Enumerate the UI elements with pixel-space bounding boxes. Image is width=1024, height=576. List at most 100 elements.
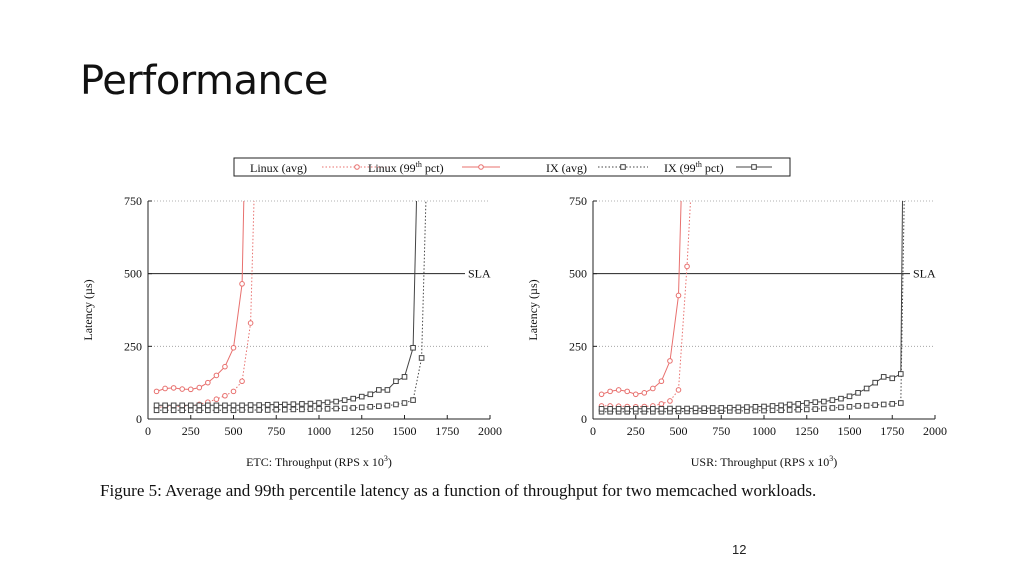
data-point bbox=[170, 402, 177, 409]
data-point bbox=[667, 398, 673, 404]
data-point bbox=[222, 407, 228, 414]
data-point bbox=[358, 393, 365, 400]
data-point bbox=[684, 263, 690, 270]
data-point bbox=[761, 403, 767, 410]
data-point bbox=[598, 391, 605, 398]
data-point bbox=[692, 405, 699, 412]
y-tick-label: 250 bbox=[569, 339, 587, 353]
x-tick-label: 1500 bbox=[838, 424, 862, 438]
series-ix-99th-pct bbox=[153, 201, 417, 409]
data-point bbox=[624, 406, 631, 412]
data-point bbox=[179, 386, 185, 392]
data-point bbox=[401, 374, 408, 380]
data-point bbox=[898, 400, 904, 406]
data-point bbox=[615, 387, 622, 393]
series-line bbox=[601, 201, 905, 413]
x-tick-label: 2000 bbox=[478, 424, 502, 438]
data-point bbox=[855, 390, 861, 396]
data-point bbox=[846, 393, 853, 400]
legend-label: IX (99th pct) bbox=[664, 160, 724, 175]
data-point bbox=[239, 281, 245, 287]
data-point bbox=[410, 344, 416, 351]
x-tick-label: 500 bbox=[670, 424, 688, 438]
chart-usr: 0 250 500 750 0 250 500 750 1000 1250 1500 1750 2000… bbox=[526, 194, 947, 469]
y-tick-label: 500 bbox=[124, 267, 142, 281]
data-point bbox=[384, 387, 391, 393]
x-tick-label: 750 bbox=[267, 424, 285, 438]
data-point bbox=[872, 379, 878, 386]
data-point bbox=[889, 375, 896, 382]
data-point bbox=[863, 385, 870, 392]
series-line bbox=[156, 201, 427, 411]
data-point bbox=[795, 406, 802, 413]
data-point bbox=[239, 378, 245, 385]
data-point bbox=[230, 344, 237, 351]
data-point bbox=[838, 395, 844, 402]
data-point bbox=[299, 401, 305, 407]
data-point bbox=[821, 405, 827, 412]
y-axis-label: Latency (µs) bbox=[526, 279, 540, 340]
data-point bbox=[307, 400, 314, 407]
x-tick-label: 500 bbox=[225, 424, 243, 438]
data-point bbox=[307, 406, 314, 412]
x-tick-label: 0 bbox=[145, 424, 151, 438]
data-point bbox=[401, 400, 408, 406]
data-point bbox=[264, 407, 271, 413]
data-point bbox=[641, 390, 648, 396]
data-point bbox=[247, 407, 254, 413]
legend-marker bbox=[354, 164, 360, 170]
data-point bbox=[675, 292, 682, 299]
data-point bbox=[838, 404, 844, 411]
data-point bbox=[410, 397, 416, 403]
data-point bbox=[684, 405, 690, 412]
legend-label: Linux (99th pct) bbox=[368, 160, 444, 175]
data-point bbox=[795, 401, 802, 407]
data-point bbox=[598, 406, 605, 412]
data-point bbox=[162, 407, 168, 414]
legend-marker bbox=[751, 164, 757, 170]
data-point bbox=[299, 406, 305, 413]
data-point bbox=[607, 406, 613, 412]
data-point bbox=[632, 391, 639, 398]
data-point bbox=[675, 405, 682, 412]
data-point bbox=[829, 397, 836, 403]
data-point bbox=[350, 395, 356, 402]
data-point bbox=[744, 404, 750, 410]
y-tick-label: 0 bbox=[136, 412, 142, 426]
data-point bbox=[607, 388, 613, 395]
data-point bbox=[162, 402, 168, 409]
data-point bbox=[658, 406, 665, 412]
data-point bbox=[727, 404, 733, 411]
legend-marker bbox=[478, 164, 484, 170]
data-point bbox=[230, 402, 237, 409]
data-point bbox=[273, 401, 280, 408]
data-point bbox=[196, 402, 203, 409]
data-point bbox=[658, 378, 665, 385]
data-point bbox=[170, 407, 177, 414]
x-tick-label: 250 bbox=[182, 424, 200, 438]
x-tick-label: 1000 bbox=[752, 424, 776, 438]
data-point bbox=[889, 401, 896, 407]
data-point bbox=[324, 399, 331, 406]
data-point bbox=[376, 403, 382, 410]
data-point bbox=[213, 396, 220, 403]
data-point bbox=[264, 401, 271, 408]
data-point bbox=[393, 378, 399, 385]
data-point bbox=[162, 385, 168, 392]
data-point bbox=[222, 363, 228, 370]
data-point bbox=[273, 406, 280, 413]
data-point bbox=[752, 403, 759, 410]
data-point bbox=[205, 407, 211, 414]
data-point bbox=[341, 397, 348, 403]
data-point bbox=[290, 406, 297, 413]
data-point bbox=[778, 402, 784, 409]
data-point bbox=[153, 402, 160, 409]
data-point bbox=[778, 407, 784, 414]
page-number: 12 bbox=[732, 542, 747, 557]
data-point bbox=[153, 407, 160, 414]
data-point bbox=[812, 406, 819, 412]
data-point bbox=[316, 400, 322, 406]
series-linux-99th-pct bbox=[598, 201, 682, 398]
data-point bbox=[187, 407, 194, 414]
